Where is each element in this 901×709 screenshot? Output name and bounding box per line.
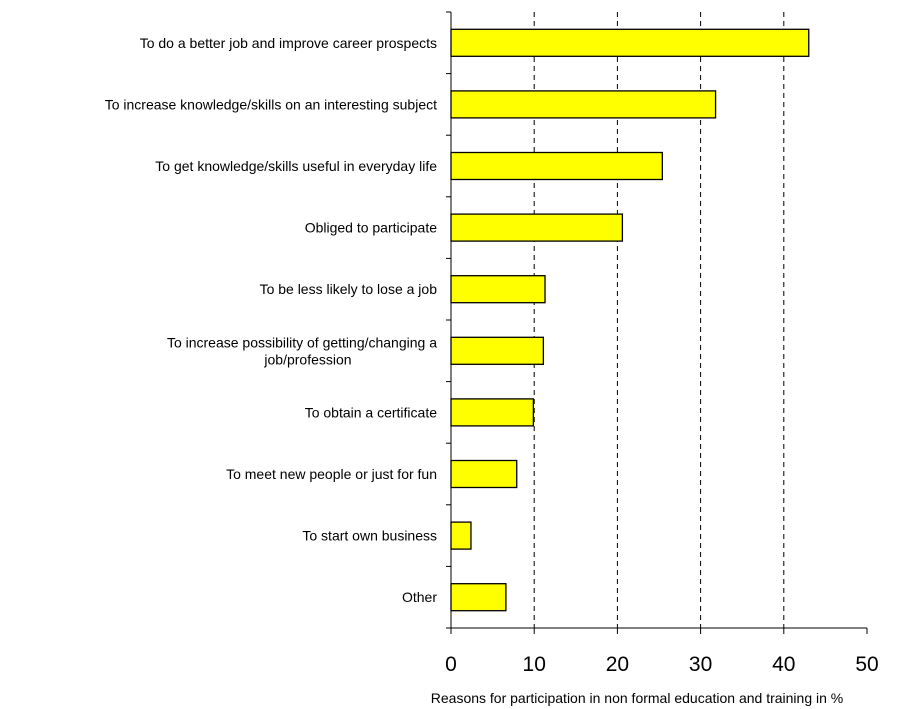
x-tick-label: 10 (523, 653, 546, 676)
category-label: To start own business (302, 528, 437, 544)
bar (450, 398, 535, 427)
category-label: To do a better job and improve career pr… (140, 35, 437, 51)
bar (450, 90, 717, 119)
x-tick-labels: 0 10 20 30 40 50 (445, 653, 879, 676)
x-tick-label: 30 (689, 653, 712, 676)
bar (450, 28, 810, 57)
bar (450, 459, 518, 489)
category-label: To increase possibility of getting/chang… (167, 334, 437, 350)
x-tick-label: 20 (606, 653, 629, 676)
category-label: Obliged to participate (305, 220, 438, 236)
bar (450, 275, 546, 304)
bar (450, 151, 663, 181)
category-label: To increase knowledge/skills on an inter… (105, 96, 437, 112)
category-label: To be less likely to lose a job (260, 281, 438, 297)
bar (450, 521, 472, 550)
category-label: To obtain a certificate (305, 404, 438, 420)
bar (450, 213, 624, 242)
category-label: To meet new people or just for fun (226, 466, 437, 482)
bar (450, 336, 545, 365)
x-axis-title: Reasons for participation in non formal … (431, 690, 843, 706)
category-label: Other (402, 589, 437, 605)
category-label: To get knowledge/skills useful in everyd… (155, 158, 437, 174)
x-tick-label: 0 (445, 653, 457, 676)
x-tick-label: 50 (855, 653, 878, 676)
category-labels: To do a better job and improve career pr… (105, 35, 438, 605)
axes (446, 11, 868, 634)
category-label: job/profession (263, 351, 351, 367)
bar (450, 583, 507, 612)
bars (450, 28, 810, 612)
x-tick-label: 40 (772, 653, 795, 676)
